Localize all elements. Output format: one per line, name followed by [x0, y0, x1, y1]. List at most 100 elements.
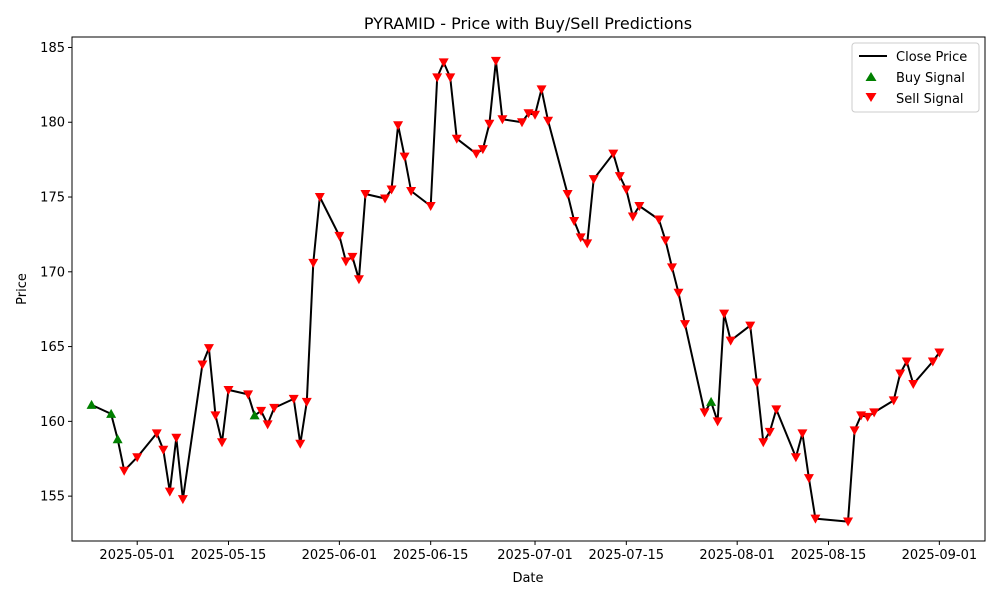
sell-signal-marker [575, 233, 586, 243]
sell-signal-marker [751, 378, 762, 388]
sell-signal-marker [197, 360, 208, 370]
sell-signal-marker [471, 149, 482, 159]
legend-label-sell: Sell Signal [896, 92, 964, 107]
sell-signal-marker [621, 185, 632, 195]
chart-title: PYRAMID - Price with Buy/Sell Prediction… [364, 14, 692, 33]
sell-signal-marker [810, 514, 821, 524]
sell-signal-marker [588, 175, 599, 185]
sell-signal-marker [862, 412, 873, 422]
sell-signal-marker [771, 405, 782, 415]
sell-signal-marker [347, 252, 358, 262]
sell-signal-marker [869, 408, 880, 418]
y-tick-label: 170 [40, 265, 65, 280]
buy-signal-marker [112, 434, 123, 444]
sell-signal-marker [614, 172, 625, 182]
buy-signal-marker [249, 410, 260, 420]
sell-signal-marker [699, 408, 710, 418]
sell-signal-marker [177, 495, 188, 505]
sell-signal-marker [901, 357, 912, 367]
y-tick-label: 180 [40, 116, 65, 131]
sell-signal-marker [634, 201, 645, 211]
sell-signal-marker [151, 429, 162, 439]
sell-signal-marker [380, 194, 391, 204]
sell-signal-marker [569, 216, 580, 226]
sell-signal-marker [399, 152, 410, 162]
sell-signal-marker [758, 438, 769, 448]
sell-signal-marker [562, 190, 573, 200]
plot-area [86, 56, 945, 527]
sell-signal-marker [516, 118, 527, 128]
sell-signal-marker [719, 309, 730, 319]
sell-signal-marker [888, 396, 899, 406]
y-tick-label: 185 [40, 41, 65, 56]
sell-signal-marker [203, 344, 214, 354]
x-tick-label: 2025-08-01 [699, 548, 775, 563]
sell-signal-marker [256, 406, 267, 416]
legend-label-close: Close Price [896, 50, 967, 65]
sell-signal-marker [790, 453, 801, 463]
y-tick-label: 175 [40, 191, 65, 206]
legend-sell-marker [865, 93, 877, 102]
sell-signal-marker [340, 257, 351, 267]
y-axis-label: Price [15, 273, 30, 305]
x-tick-label: 2025-07-15 [589, 548, 665, 563]
sell-signal-marker [582, 239, 593, 249]
sell-signal-marker [314, 193, 325, 203]
legend-box [851, 42, 980, 113]
sell-signal-marker [608, 149, 619, 159]
sell-signal-marker [119, 466, 130, 476]
tick-layer: 2025-05-01 2025-05-15 2025-06-01 2025-06-15… [40, 41, 977, 563]
sell-signal-marker [438, 58, 449, 68]
sell-signal-marker [934, 348, 945, 358]
sell-signal-marker [497, 115, 508, 125]
sell-signal-marker [745, 321, 756, 331]
sell-signal-marker [764, 427, 775, 437]
sell-signal-marker [432, 73, 443, 83]
sell-signal-marker [477, 145, 488, 155]
sell-signal-marker [269, 403, 280, 413]
buy-signal-marker [86, 399, 97, 409]
plot-frame [71, 36, 986, 542]
sell-signal-marker [406, 187, 417, 197]
sell-signal-marker [927, 357, 938, 367]
sell-signal-marker [386, 185, 397, 195]
sell-signal-marker [484, 119, 495, 129]
sell-signal-marker [295, 439, 306, 449]
x-tick-label: 2025-05-15 [191, 548, 267, 563]
sell-signal-marker [262, 420, 273, 430]
sell-signal-marker [288, 394, 299, 404]
legend-label-buy: Buy Signal [896, 71, 965, 86]
sell-signal-marker [653, 215, 664, 225]
sell-signal-marker [543, 116, 554, 126]
sell-signal-marker [725, 336, 736, 346]
sell-signal-marker [425, 201, 436, 211]
x-axis-label: Date [512, 571, 543, 586]
sell-signal-marker [712, 417, 723, 427]
buy-signal-marker [706, 396, 717, 406]
sell-signal-marker [849, 426, 860, 436]
sell-signal-marker [216, 438, 227, 448]
sell-signal-marker [627, 212, 638, 222]
buy-signal-marker [106, 408, 117, 418]
sell-signal-marker [803, 474, 814, 484]
legend-buy-marker [865, 72, 877, 81]
sell-signal-marker [680, 320, 691, 330]
x-tick-label: 2025-06-01 [302, 548, 378, 563]
sell-signal-marker [530, 110, 541, 120]
sell-signal-marker [797, 429, 808, 439]
sell-signal-marker [490, 56, 501, 66]
sell-signal-marker [843, 517, 854, 527]
y-tick-label: 165 [40, 340, 65, 355]
sell-signal-marker [393, 121, 404, 131]
sell-signal-marker [353, 275, 364, 285]
y-tick-label: 160 [40, 415, 65, 430]
y-tick-label: 155 [40, 490, 65, 505]
sell-signal-marker [360, 190, 371, 200]
sell-signal-marker [171, 433, 182, 443]
x-tick-label: 2025-07-01 [497, 548, 573, 563]
sell-signal-marker [132, 453, 143, 463]
sell-signal-marker [301, 397, 312, 407]
sell-signal-marker [210, 411, 221, 421]
x-tick-label: 2025-05-01 [99, 548, 175, 563]
